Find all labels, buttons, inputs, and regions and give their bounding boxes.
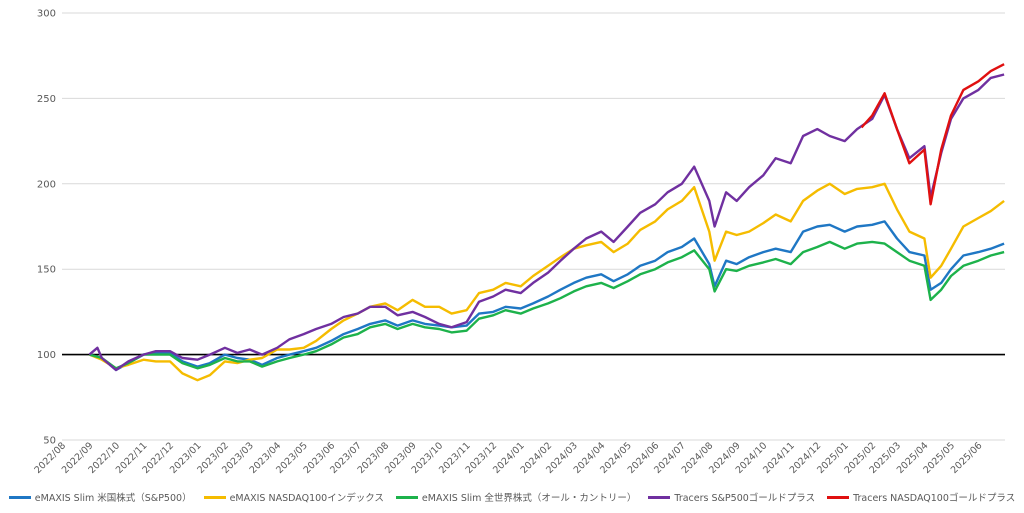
legend-item: eMAXIS NASDAQ100インデックス [203, 488, 384, 506]
series-line-4 [88, 73, 1005, 372]
legend: eMAXIS Slim 米国株式（S&P500） eMAXIS NASDAQ100… [0, 488, 1024, 506]
legend-label: eMAXIS NASDAQ100インデックス [229, 493, 384, 504]
y-tick-label: 200 [37, 179, 56, 190]
series-line-3 [89, 240, 1005, 370]
series-line-1 [89, 220, 1005, 372]
legend-swatch [827, 495, 850, 499]
line-chart: 50 100 150 200 250 300 2022/082022/092022/102… [32, 9, 1005, 476]
legend-swatch [203, 495, 226, 499]
legend-label: eMAXIS Slim 米国株式（S&P500） [34, 493, 192, 504]
legend-label: Tracers NASDAQ100ゴールドプラス [853, 493, 1016, 504]
series-line-5 [860, 63, 1005, 206]
legend-item: Tracers NASDAQ100ゴールドプラス [827, 488, 1015, 506]
legend-item: eMAXIS Slim 全世界株式（オール・カントリー） [395, 488, 637, 506]
series-line-2 [88, 182, 1005, 382]
legend-swatch [395, 495, 418, 499]
legend-item: Tracers S&P500ゴールドプラス [648, 488, 815, 506]
legend-swatch [8, 495, 31, 499]
series-lines [88, 63, 1005, 382]
x-axis-ticks: 2022/082022/092022/102022/112022/122023/… [32, 440, 984, 476]
y-tick-label: 150 [37, 265, 56, 276]
legend-swatch [648, 495, 671, 499]
y-axis-ticks: 50 100 150 200 250 300 [37, 9, 56, 447]
legend-label: Tracers S&P500ゴールドプラス [674, 493, 816, 504]
legend-item: eMAXIS Slim 米国株式（S&P500） [8, 488, 192, 506]
y-tick-label: 300 [37, 9, 56, 20]
y-tick-label: 50 [43, 436, 56, 447]
legend-label: eMAXIS Slim 全世界株式（オール・カントリー） [421, 493, 637, 504]
y-tick-label: 250 [37, 94, 56, 105]
y-tick-label: 100 [37, 350, 56, 361]
